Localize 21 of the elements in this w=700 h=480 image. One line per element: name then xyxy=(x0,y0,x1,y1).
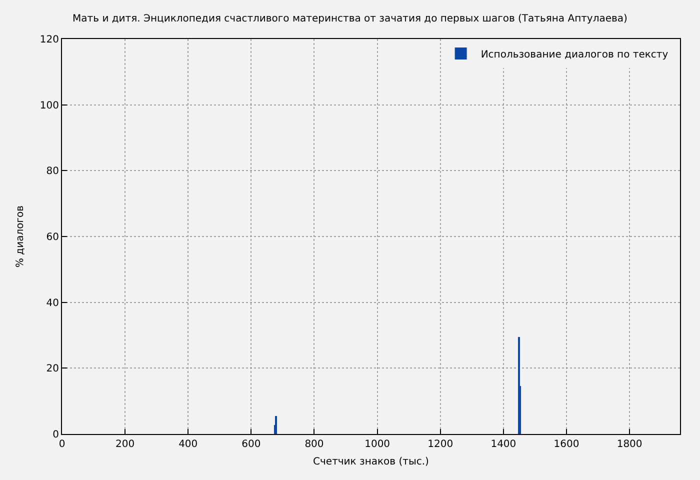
y-axis-title: % диалогов xyxy=(14,205,26,268)
y-tick-label: 60 xyxy=(46,232,59,243)
x-tick-label: 1000 xyxy=(364,439,390,450)
y-tick-label: 20 xyxy=(46,364,59,375)
x-axis-title: Счетчик знаков (тыс.) xyxy=(313,456,430,468)
x-tick-label: 1600 xyxy=(554,439,580,450)
x-tick-label: 400 xyxy=(178,439,198,450)
y-tick-label: 40 xyxy=(46,298,59,309)
x-tick-label: 1200 xyxy=(428,439,454,450)
y-tick-label: 120 xyxy=(40,34,59,46)
y-tick-label: 80 xyxy=(46,166,59,178)
y-tick-label: 100 xyxy=(40,100,59,112)
x-tick-label: 200 xyxy=(116,439,135,450)
x-tick-label: 800 xyxy=(304,439,324,450)
x-tick-label: 1400 xyxy=(490,439,516,450)
chart-title: Мать и дитя. Энциклопедия счастливого материнства от зачатия до первых шагов (Татьяна Аптулаева) xyxy=(72,14,628,24)
x-tick-label: 1800 xyxy=(616,439,642,450)
x-tick-label: 600 xyxy=(242,439,261,450)
y-tick-label: 0 xyxy=(52,430,59,440)
legend-label: Использование диалогов по тексту xyxy=(480,49,668,60)
bar xyxy=(275,416,277,434)
